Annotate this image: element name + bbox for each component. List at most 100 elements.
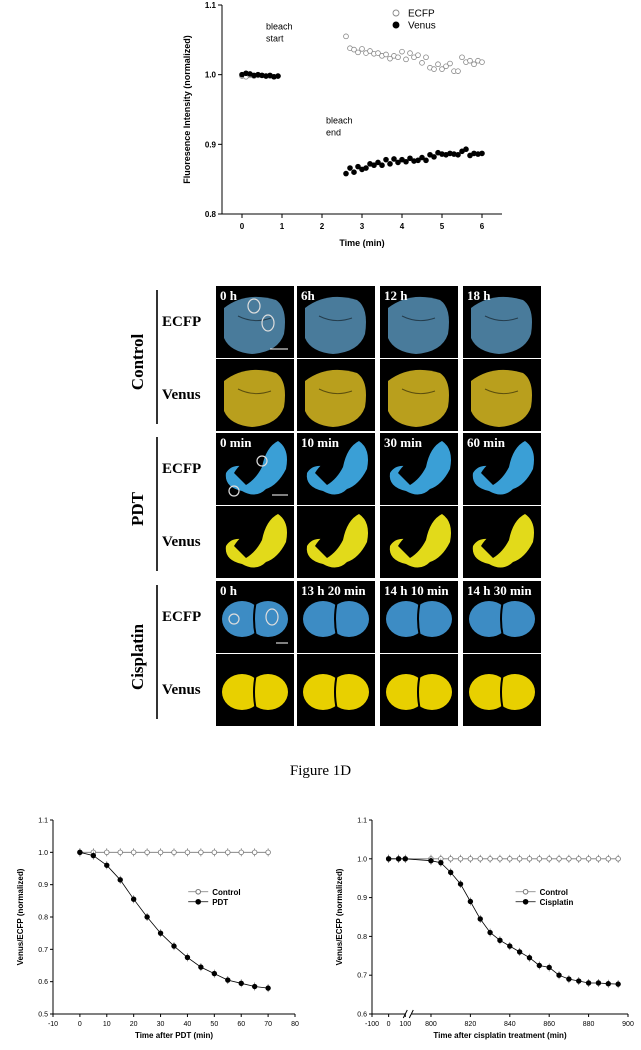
y-tick-label: 1.1 — [38, 818, 48, 825]
ecfp-point — [431, 66, 437, 72]
timepoint-label: 6h — [301, 288, 315, 303]
treatment-point — [536, 962, 543, 969]
ecfp-point — [435, 61, 441, 68]
control-point — [507, 856, 513, 862]
treatment-point — [526, 955, 533, 961]
ecfp-point — [443, 63, 449, 70]
treatment-point — [428, 858, 434, 864]
venus-point — [403, 158, 409, 165]
image-pdt-venus-1 — [297, 506, 375, 578]
control-point — [104, 849, 110, 856]
x-tick-label: 0 — [240, 222, 245, 231]
image-pdt-venus-0 — [216, 506, 294, 578]
control-point — [225, 849, 231, 856]
figure-caption: Figure 1D — [289, 763, 352, 779]
treatment-point — [211, 970, 218, 977]
control-point — [130, 849, 137, 856]
venus-point — [351, 169, 357, 176]
ecfp-point — [423, 54, 429, 61]
control-point — [238, 849, 244, 856]
legend-marker — [392, 21, 400, 29]
group-label-cisplatin: Cisplatin — [128, 623, 147, 691]
ecfp-point — [407, 50, 413, 56]
x-tick-label: 820 — [465, 1021, 477, 1028]
image-pdt-ecfp-1: 10 min — [297, 433, 375, 505]
venus-point — [419, 154, 425, 161]
control-point — [184, 849, 191, 856]
treatment-line — [388, 858, 619, 985]
y-tick-label: 0.6 — [38, 979, 48, 986]
control-point — [536, 856, 543, 862]
venus-point — [363, 165, 369, 171]
legend-marker — [195, 888, 201, 895]
ecfp-point — [479, 59, 485, 65]
image-pdt-venus-3 — [463, 506, 541, 578]
y-tick-label: 0.7 — [38, 947, 48, 954]
annotation-text: end — [326, 127, 341, 137]
control-point — [546, 856, 552, 862]
timepoint-label: 14 h 10 min — [384, 583, 449, 598]
annotation-text: bleach — [266, 21, 293, 31]
control-point — [198, 849, 204, 856]
control-point — [117, 849, 123, 856]
treatment-point — [605, 981, 611, 987]
row-label-venus: Venus — [162, 534, 201, 550]
venus-point — [375, 159, 381, 166]
legend-label: Cisplatin — [540, 898, 574, 907]
ecfp-point — [351, 46, 357, 53]
y-tick-label: 0.8 — [205, 210, 217, 219]
treatment-point — [497, 937, 503, 943]
y-tick-label: 1.0 — [357, 856, 367, 863]
image-pdt-venus-2 — [380, 506, 458, 578]
treatment-point — [251, 983, 258, 990]
treatment-point — [157, 930, 164, 936]
timepoint-label: 0 min — [220, 435, 252, 450]
x-tick-label: 2 — [320, 222, 325, 231]
legend-marker — [392, 9, 400, 17]
treatment-point — [566, 976, 572, 982]
x-axis-label: Time after cisplatin treatment (min) — [433, 1031, 567, 1040]
ecfp-point — [359, 46, 365, 52]
control-point — [516, 856, 523, 862]
treatment-point — [130, 896, 137, 902]
treatment-point — [615, 981, 621, 987]
image-pdt-ecfp-2: 30 min — [380, 433, 458, 505]
x-tick-label: 50 — [210, 1021, 218, 1028]
timepoint-label: 10 min — [301, 435, 339, 450]
y-tick-label: 0.9 — [357, 895, 367, 902]
row-label-venus: Venus — [162, 682, 201, 698]
venus-point — [355, 163, 361, 170]
image-control-ecfp-1: 6h — [297, 286, 375, 358]
x-tick-label: -100 — [365, 1021, 379, 1028]
treatment-point — [265, 985, 271, 991]
treatment-line — [79, 851, 269, 989]
annotation-text: bleach — [326, 115, 353, 125]
treatment-point — [516, 949, 523, 955]
ecfp-point — [439, 66, 445, 72]
y-axis-label: Venus/ECFP (normalized) — [335, 868, 344, 965]
cisplatin-ratio-chart: -100 0 100 800 820 840 860 880 900 0.6 0.7 0.8 0.9 1.… — [335, 818, 634, 1041]
timepoint-label: 14 h 30 min — [467, 583, 532, 598]
group-label-control: Control — [128, 333, 147, 391]
x-tick-label: 40 — [184, 1021, 192, 1028]
control-point — [447, 856, 454, 862]
group-label-pdt: PDT — [128, 492, 147, 526]
treatment-point — [385, 856, 392, 862]
ecfp-point — [415, 52, 421, 58]
image-control-ecfp-3: 18 h — [463, 286, 541, 358]
control-point — [157, 849, 164, 856]
control-point — [576, 856, 582, 862]
x-tick-label: 80 — [291, 1021, 299, 1028]
y-tick-label: 1.1 — [205, 1, 217, 10]
y-tick-label: 1.0 — [205, 71, 217, 80]
ecfp-point — [459, 54, 465, 61]
timepoint-label: 12 h — [384, 288, 408, 303]
x-tick-label: 840 — [504, 1021, 516, 1028]
treatment-point — [438, 859, 444, 866]
ecfp-point — [343, 33, 349, 40]
microscopy-image-grid: Control ECFP 0 h 6h 12 h 18 h Venus PDT ECF… — [0, 280, 641, 750]
control-point — [467, 856, 474, 862]
x-tick-label: 1 — [280, 222, 285, 231]
treatment-point — [198, 964, 204, 970]
image-control-venus-1 — [297, 359, 375, 431]
